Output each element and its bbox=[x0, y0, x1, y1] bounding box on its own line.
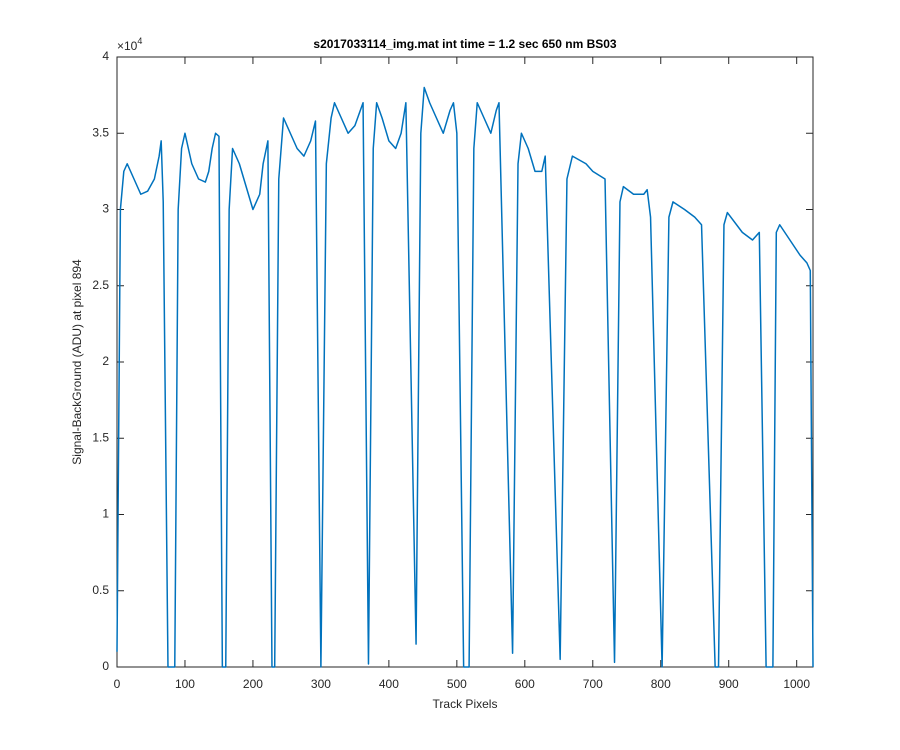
y-tick-label: 0.5 bbox=[92, 583, 109, 597]
y-tick-label: 2.5 bbox=[92, 278, 109, 292]
y-exponent-base: ×10 bbox=[117, 39, 138, 53]
x-tick-label: 500 bbox=[447, 677, 467, 691]
y-tick-label: 0 bbox=[102, 659, 109, 673]
x-tick-label: 1000 bbox=[783, 677, 810, 691]
axes-box bbox=[116, 56, 814, 668]
x-tick-label: 800 bbox=[651, 677, 671, 691]
y-axis-label: Signal-BackGround (ADU) at pixel 894 bbox=[70, 259, 84, 465]
x-tick-label: 700 bbox=[583, 677, 603, 691]
y-exponent-power: 4 bbox=[137, 36, 142, 46]
x-tick-label: 0 bbox=[114, 677, 121, 691]
chart-title: s2017033114_img.mat int time = 1.2 sec 6… bbox=[313, 37, 617, 51]
x-tick-label: 400 bbox=[379, 677, 399, 691]
x-tick-label: 200 bbox=[243, 677, 263, 691]
y-tick-label: 3 bbox=[102, 202, 109, 216]
y-tick-label: 3.5 bbox=[92, 125, 109, 139]
x-tick-label: 100 bbox=[175, 677, 195, 691]
y-tick-label: 2 bbox=[102, 354, 109, 368]
y-tick-label: 4 bbox=[102, 49, 109, 63]
data-line bbox=[116, 86, 814, 668]
x-tick-label: 600 bbox=[515, 677, 535, 691]
y-tick-label: 1 bbox=[102, 507, 109, 521]
x-tick-label: 300 bbox=[311, 677, 331, 691]
y-tick-label: 1.5 bbox=[92, 430, 109, 444]
x-tick-label: 900 bbox=[719, 677, 739, 691]
y-exponent: ×104 bbox=[117, 36, 142, 53]
x-axis-label: Track Pixels bbox=[433, 697, 498, 711]
